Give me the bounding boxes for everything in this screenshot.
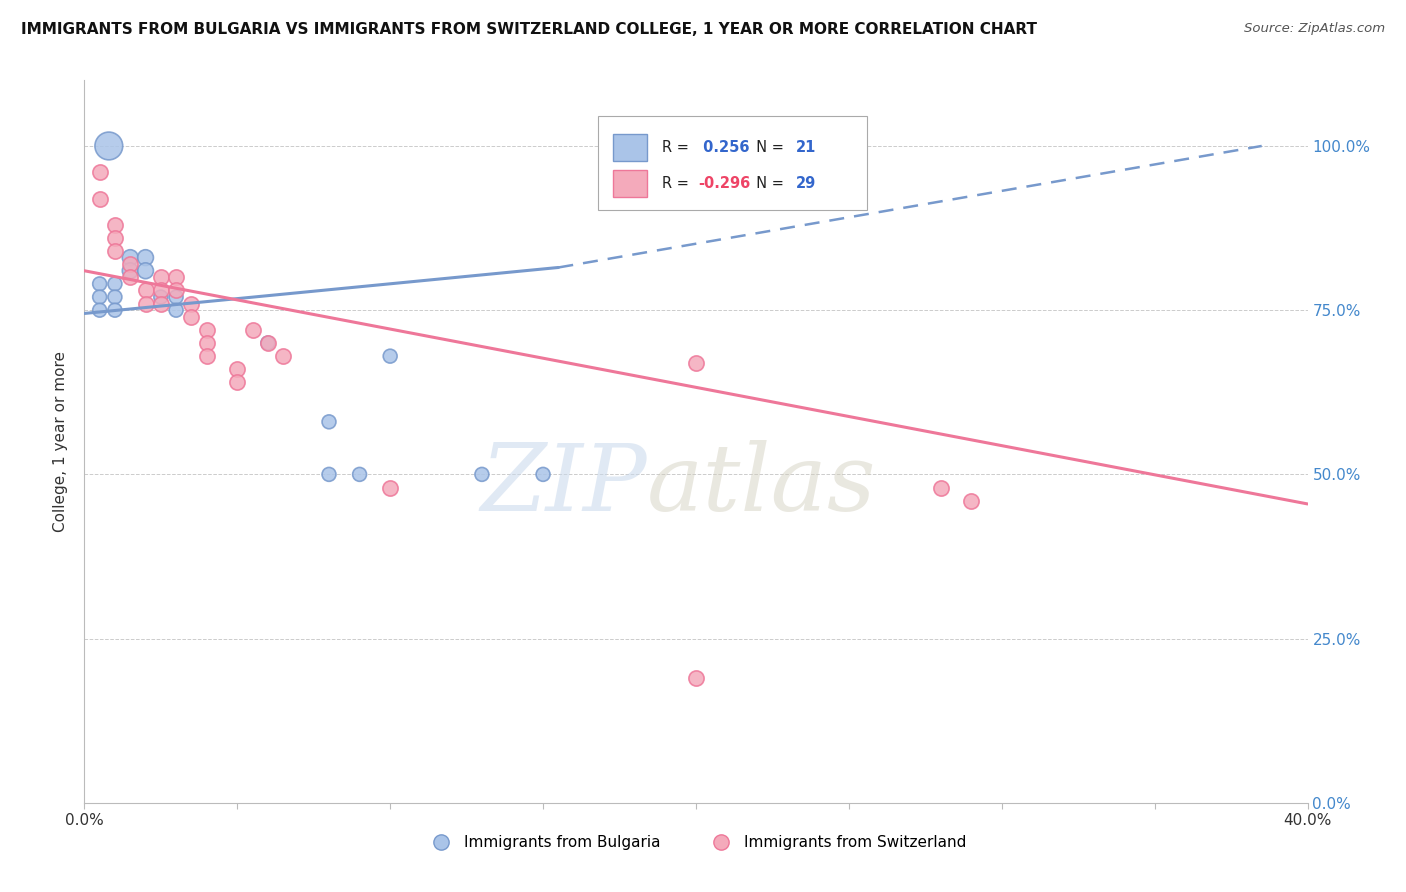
Point — [97, 139, 120, 153]
Point — [531, 467, 554, 482]
Text: -0.296: -0.296 — [699, 176, 751, 191]
Point — [380, 481, 402, 495]
Point — [257, 336, 280, 351]
Point — [271, 349, 294, 363]
Point — [149, 284, 172, 298]
Point — [471, 467, 494, 482]
Text: ZIP: ZIP — [481, 440, 647, 530]
Text: atlas: atlas — [647, 440, 876, 530]
Point — [165, 290, 187, 304]
Point — [89, 290, 111, 304]
Text: R =: R = — [662, 140, 693, 155]
Text: R =: R = — [662, 176, 693, 191]
Point — [165, 303, 187, 318]
Point — [149, 296, 172, 310]
Point — [120, 264, 142, 278]
Point — [104, 231, 127, 245]
Legend: Immigrants from Bulgaria, Immigrants from Switzerland: Immigrants from Bulgaria, Immigrants fro… — [419, 830, 973, 856]
Point — [89, 192, 111, 206]
Point — [195, 323, 218, 337]
Point — [195, 349, 218, 363]
Point — [104, 303, 127, 318]
Text: 0.256: 0.256 — [699, 140, 749, 155]
FancyBboxPatch shape — [598, 117, 868, 211]
Point — [149, 270, 172, 285]
Point — [929, 481, 952, 495]
Point — [349, 467, 371, 482]
Text: N =: N = — [748, 140, 789, 155]
Y-axis label: College, 1 year or more: College, 1 year or more — [53, 351, 69, 532]
Point — [685, 671, 707, 685]
Point — [120, 270, 142, 285]
Point — [242, 323, 264, 337]
Text: 21: 21 — [796, 140, 817, 155]
Text: 29: 29 — [796, 176, 817, 191]
Point — [120, 251, 142, 265]
Point — [685, 356, 707, 370]
Point — [89, 277, 111, 291]
FancyBboxPatch shape — [613, 169, 647, 197]
Point — [135, 251, 157, 265]
Text: IMMIGRANTS FROM BULGARIA VS IMMIGRANTS FROM SWITZERLAND COLLEGE, 1 YEAR OR MORE : IMMIGRANTS FROM BULGARIA VS IMMIGRANTS F… — [21, 22, 1038, 37]
Point — [135, 284, 157, 298]
Point — [318, 467, 340, 482]
Point — [135, 296, 157, 310]
Point — [104, 277, 127, 291]
Point — [257, 336, 280, 351]
Point — [180, 296, 202, 310]
Point — [104, 218, 127, 232]
Point — [180, 310, 202, 324]
Point — [195, 336, 218, 351]
Point — [165, 284, 187, 298]
Point — [226, 376, 249, 390]
Point — [120, 257, 142, 271]
Point — [318, 415, 340, 429]
Point — [89, 165, 111, 179]
Text: N =: N = — [748, 176, 789, 191]
Point — [165, 270, 187, 285]
Point — [960, 493, 983, 508]
FancyBboxPatch shape — [613, 134, 647, 161]
Point — [104, 290, 127, 304]
Text: Source: ZipAtlas.com: Source: ZipAtlas.com — [1244, 22, 1385, 36]
Point — [380, 349, 402, 363]
Point — [104, 244, 127, 258]
Point — [89, 303, 111, 318]
Point — [135, 264, 157, 278]
Point — [226, 362, 249, 376]
Point — [149, 290, 172, 304]
